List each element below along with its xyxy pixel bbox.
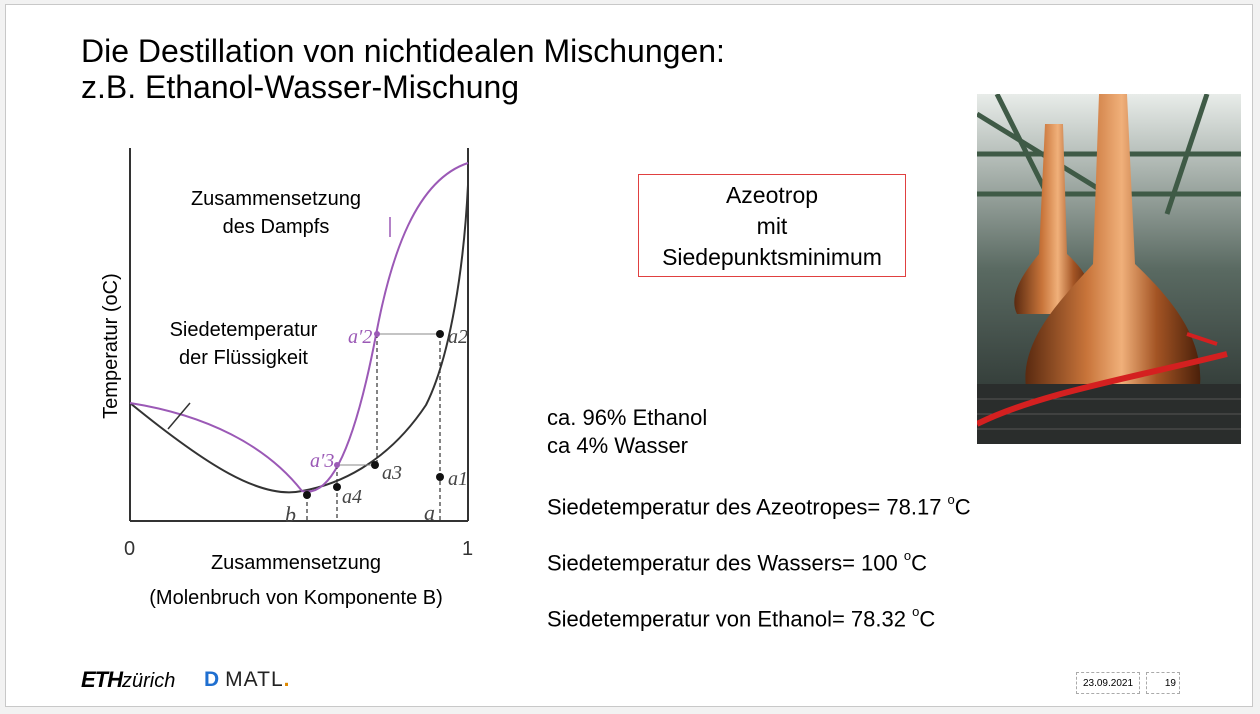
slide: Die Destillation von nichtidealen Mischu… — [5, 4, 1253, 707]
eth-zurich: zürich — [122, 670, 176, 692]
phase-diagram-svg: a′2 a2 a′3 a3 a4 a1 a b 0 1 — [124, 148, 473, 560]
point-a3 — [371, 461, 379, 469]
label-a4: a4 — [342, 486, 362, 508]
water-percentage: ca 4% Wasser — [547, 433, 689, 458]
y-axis-label: Temperatur (oC) — [100, 273, 122, 419]
label-b: b — [285, 502, 296, 527]
azeotrope-line1: Azeotrop — [725, 182, 819, 208]
dmatl-dot: . — [283, 668, 290, 691]
point-a1 — [436, 473, 444, 481]
slide-title: Die Destillation von nichtidealen Mischu… — [81, 33, 725, 105]
ethanol-percentage: ca. 96% Ethanol — [547, 405, 708, 430]
title-line-1: Die Destillation von nichtidealen Mischu… — [81, 33, 725, 69]
bp-azeotrope-text: Siedetemperatur des Azeotropes= 78.17 oC — [547, 492, 971, 520]
slide-page-number: 19 — [1146, 672, 1180, 694]
label-a: a — [424, 500, 435, 525]
azeotrope-line2: mit — [756, 213, 788, 239]
unit-c: C — [919, 606, 936, 632]
dmatl-text: MATL — [225, 668, 284, 691]
vapor-composition-label: Zusammensetzung des Dampfs — [156, 185, 396, 241]
label-a3-prime: a′3 — [310, 450, 334, 472]
point-a3-prime — [334, 462, 340, 468]
phase-diagram: a′2 a2 a′3 a3 a4 a1 a b 0 1 Zusammensetz… — [86, 145, 486, 630]
unit-c: C — [911, 550, 927, 576]
liquid-label-line2: der Flüssigkeit — [179, 347, 308, 369]
x-axis-label-line2: (Molenbruch von Komponente B) — [149, 587, 443, 609]
liquid-boiling-label: Siedetemperatur der Flüssigkeit — [141, 316, 346, 372]
point-a2-prime — [374, 331, 380, 337]
bp-water-text: Siedetemperatur des Wassers= 100 oC — [547, 548, 927, 576]
point-b — [303, 491, 311, 499]
label-a2-prime: a′2 — [348, 326, 372, 348]
degree-superscript: o — [912, 604, 920, 619]
slide-date: 23.09.2021 — [1076, 672, 1140, 694]
liquid-label-line1: Siedetemperatur — [169, 319, 318, 341]
point-a4 — [333, 483, 341, 491]
label-a1: a1 — [448, 468, 468, 490]
unit-c: C — [954, 494, 971, 520]
bp-ethanol-text: Siedetemperatur von Ethanol= 78.32 oC — [547, 604, 936, 632]
composition-text: ca. 96% Ethanol ca 4% Wasser — [547, 404, 707, 460]
azeotrope-line3: Siedepunktsminimum — [662, 244, 882, 270]
label-a3: a3 — [382, 462, 402, 484]
x-tick-0: 0 — [124, 538, 135, 560]
x-axis-label: Zusammensetzung (Molenbruch von Komponen… — [106, 546, 486, 616]
point-a2 — [436, 330, 444, 338]
title-line-2: z.B. Ethanol-Wasser-Mischung — [81, 69, 520, 105]
copper-pot-stills-photo — [977, 94, 1241, 444]
degree-superscript: o — [947, 492, 955, 507]
vapor-label-line1: Zusammensetzung — [190, 188, 362, 210]
label-a2: a2 — [448, 326, 468, 348]
liquid-pointer — [167, 402, 191, 430]
eth-bold: ETH — [81, 667, 123, 692]
vapor-label-line2: des Dampfs — [222, 216, 330, 238]
eth-zurich-logo: ETHzürich — [81, 667, 175, 693]
dmatl-d: D — [204, 668, 220, 691]
degree-superscript: o — [903, 548, 912, 563]
x-axis-label-line1: Zusammensetzung — [210, 552, 382, 574]
x-tick-1: 1 — [462, 538, 473, 560]
dmatl-logo: D MATL. — [204, 667, 289, 693]
azeotrope-box: Azeotrop mit Siedepunktsminimum — [638, 174, 906, 277]
